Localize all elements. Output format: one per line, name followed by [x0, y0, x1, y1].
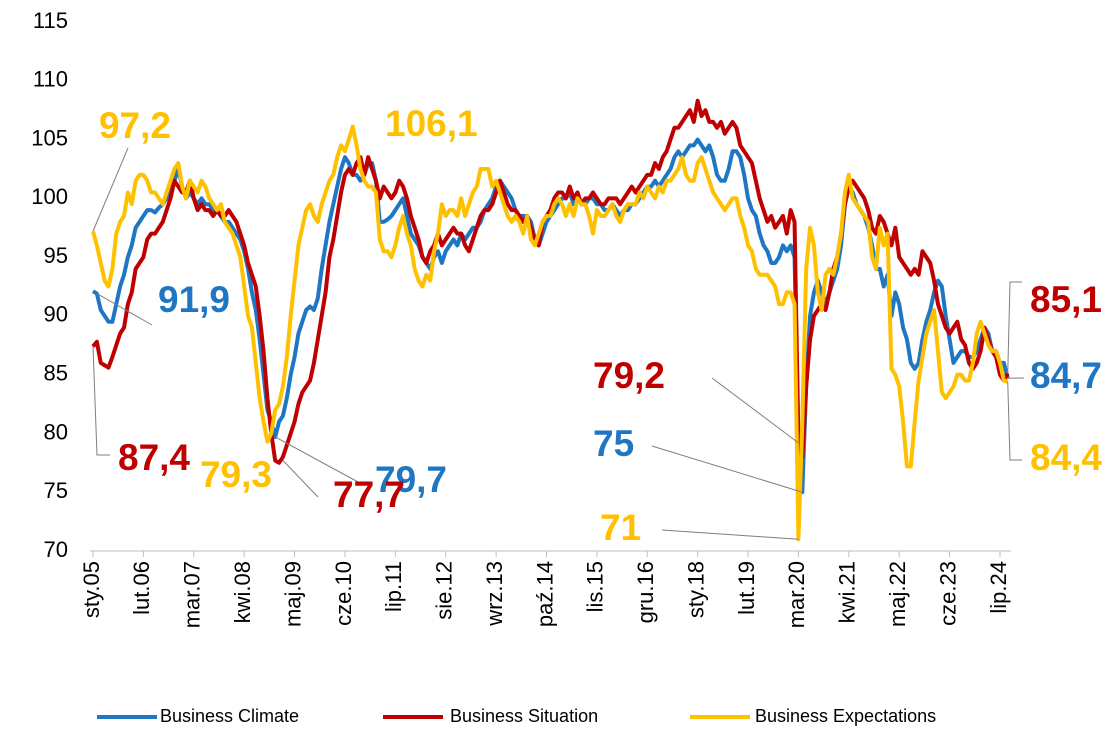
x-tick-label: cze.10 [331, 561, 356, 626]
leader-line [96, 293, 153, 326]
y-tick-label: 115 [33, 8, 68, 33]
series-line [91, 124, 1009, 542]
x-tick-label: mar.07 [180, 561, 205, 628]
annotation: 79,7 [375, 459, 447, 500]
annotation: 77,7 [333, 474, 405, 515]
y-tick-label: 110 [33, 67, 68, 92]
annotation: 85,1 [1030, 279, 1102, 320]
x-tick-label: mar.20 [784, 561, 809, 628]
leader-line [1007, 381, 1022, 461]
y-tick-label: 95 [44, 243, 68, 268]
annotation: 71 [600, 507, 641, 548]
annotation: 79,3 [200, 454, 272, 495]
x-tick-label: lut.06 [129, 561, 154, 615]
leader-line [1007, 281, 1022, 374]
y-tick-label: 105 [31, 125, 68, 150]
x-tick-label: sie.12 [432, 561, 457, 620]
y-tick-label: 75 [44, 478, 68, 503]
leader-line [661, 529, 799, 540]
series-line [91, 98, 1010, 465]
legend-label: Business Expectations [755, 706, 936, 726]
annotation: 75 [593, 423, 634, 464]
y-tick-label: 90 [44, 302, 68, 327]
leader-line [92, 346, 110, 456]
annotation: 84,7 [1030, 355, 1102, 396]
y-tick-label: 100 [31, 184, 68, 209]
y-tick-label: 70 [44, 537, 68, 562]
x-tick-label: gru.16 [633, 561, 658, 623]
leader-line [651, 445, 803, 493]
y-tick-label: 85 [44, 360, 68, 385]
x-tick-label: wrz.13 [482, 561, 507, 627]
leader-line [274, 436, 359, 483]
leader-line [92, 147, 129, 232]
legend-label: Business Situation [450, 706, 598, 726]
x-tick-label: lip.24 [986, 561, 1011, 614]
leader-line [282, 460, 319, 498]
x-tick-label: sty.18 [683, 561, 708, 618]
annotation: 79,2 [593, 355, 665, 396]
x-tick-label: lis.15 [583, 561, 608, 612]
x-tick-label: paź.14 [532, 561, 557, 627]
leader-line [711, 377, 799, 444]
x-tick-label: lip.11 [381, 561, 406, 612]
x-tick-label: maj.09 [280, 561, 305, 627]
x-tick-label: kwi.21 [835, 561, 860, 623]
x-tick-label: cze.23 [935, 561, 960, 626]
x-tick-label: lut.19 [734, 561, 759, 615]
x-tick-label: maj.22 [885, 561, 910, 627]
annotation: 87,4 [118, 437, 190, 478]
annotation: 91,9 [158, 279, 230, 320]
x-tick-label: sty.05 [79, 561, 104, 618]
annotation: 106,1 [385, 103, 478, 144]
legend-label: Business Climate [160, 706, 299, 726]
annotation: 97,2 [99, 105, 171, 146]
y-tick-label: 80 [44, 419, 68, 444]
annotation: 84,4 [1030, 437, 1102, 478]
series-line [91, 137, 1010, 495]
x-tick-label: kwi.08 [230, 561, 255, 623]
